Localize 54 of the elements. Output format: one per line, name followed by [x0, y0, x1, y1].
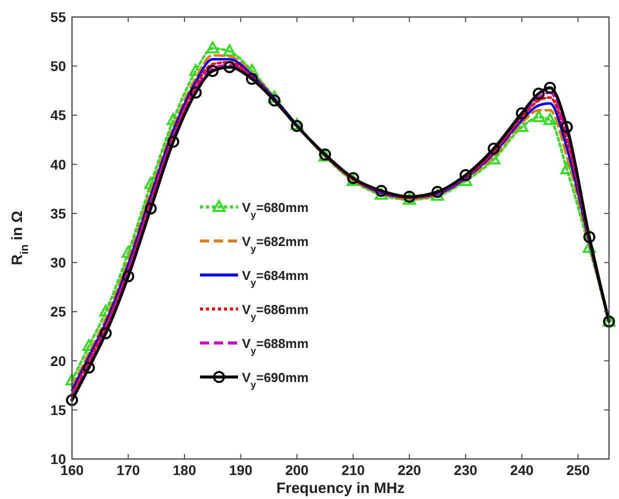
point [516, 107, 528, 120]
y-tick-label: 15 [50, 402, 66, 418]
legend-label: V$_{y}$=682mm [242, 234, 309, 254]
point [431, 186, 444, 198]
x-tick-label: 190 [229, 462, 253, 478]
y-tick-label: 30 [50, 254, 66, 271]
point [122, 270, 134, 282]
point [206, 65, 219, 78]
point [544, 82, 556, 94]
point [543, 113, 556, 126]
point [190, 86, 202, 99]
x-tick-label: 180 [172, 462, 196, 478]
point [488, 142, 500, 155]
y-tick-label: 20 [50, 352, 66, 369]
point [206, 41, 220, 54]
point [560, 121, 573, 134]
point [66, 373, 78, 386]
y-tick-label: 35 [50, 205, 66, 222]
point [532, 88, 545, 100]
point [100, 327, 112, 340]
point [560, 162, 574, 174]
x-tick-label: 220 [398, 462, 422, 478]
legend-label: V$_{y}$=680mm [242, 200, 309, 220]
x-tick-label: 230 [454, 462, 478, 478]
y-tick-label: 40 [50, 156, 66, 172]
point [532, 110, 546, 122]
x-tick-label: 210 [341, 462, 366, 478]
point [583, 231, 596, 244]
point [166, 113, 180, 126]
x-tick-label: 200 [285, 462, 309, 478]
x-tick-label: 250 [566, 462, 590, 478]
legend-label: V$_{y}$=684mm [242, 268, 309, 288]
legend-label: V$_{y}$=688mm [242, 336, 309, 356]
x-axis-title: Frequency in MHz [276, 480, 405, 497]
point [374, 188, 388, 200]
point [268, 94, 280, 106]
y-tick-label: 55 [50, 9, 66, 25]
y-tick-label: 50 [50, 58, 66, 74]
point [460, 169, 472, 182]
point [223, 61, 236, 74]
point [375, 184, 388, 197]
point [144, 202, 157, 215]
x-tick-label: 240 [510, 462, 534, 478]
point [82, 362, 95, 374]
x-tick-label: 170 [116, 462, 140, 478]
point [222, 44, 236, 56]
point [66, 394, 78, 406]
y-tick-label: 25 [50, 304, 66, 320]
point [167, 136, 180, 148]
legend-label: V$_{y}$=686mm [242, 302, 309, 322]
point [246, 72, 258, 85]
point [99, 304, 112, 317]
legend-label: V$_{y}$=690mm [242, 370, 309, 390]
y-tick-label: 45 [50, 107, 66, 124]
